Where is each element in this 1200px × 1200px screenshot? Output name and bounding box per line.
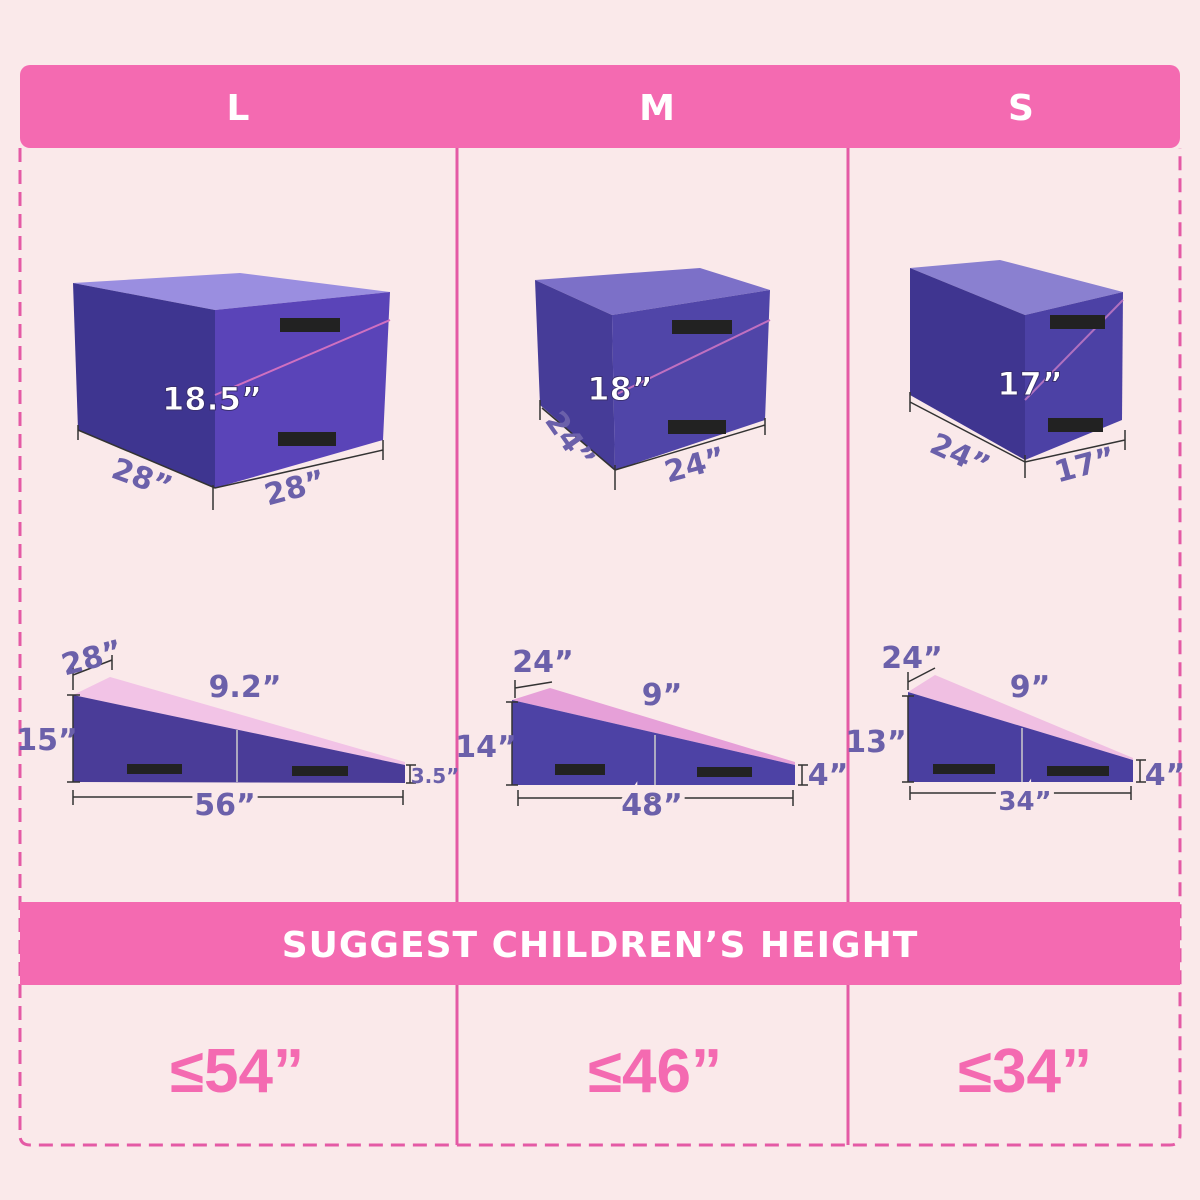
- wedge-width-m: 24”: [512, 645, 573, 680]
- wedge-low-m: 4”: [808, 758, 849, 793]
- cube-height-m: 18”: [587, 370, 653, 408]
- wedge-mat-s: [902, 667, 1146, 800]
- wedge-mat-l: [67, 655, 416, 805]
- wedge-mat-m: [506, 680, 808, 806]
- wedge-width-s: 24”: [881, 641, 942, 676]
- cube-height-s: 17”: [997, 365, 1063, 403]
- banner-title: SUGGEST CHILDREN’S HEIGHT: [282, 925, 919, 966]
- wedge-top-l: 9.2”: [209, 670, 282, 705]
- cube-height-l: 18.5”: [162, 380, 262, 418]
- frame-border: [18, 148, 1182, 1147]
- wedge-length-l: 56”: [194, 788, 255, 823]
- wedge-low-l: 3.5”: [411, 764, 460, 788]
- cube-mat-s: [909, 260, 1126, 478]
- wedge-top-m: 9”: [642, 678, 683, 713]
- child-height-s: ≤34”: [958, 1037, 1092, 1106]
- wedge-high-s: 13”: [845, 725, 906, 760]
- cube-width-s: 17”: [1051, 441, 1119, 491]
- size-label-m: M: [639, 88, 675, 129]
- wedge-low-s: 4”: [1145, 758, 1186, 793]
- size-label-s: S: [1008, 88, 1034, 129]
- wedge-high-m: 14”: [455, 730, 516, 765]
- cube-mat-m: [535, 268, 771, 490]
- cube-mat-l: [73, 273, 391, 510]
- child-height-l: ≤54”: [170, 1037, 304, 1106]
- wedge-high-l: 15”: [16, 723, 77, 758]
- child-height-m: ≤46”: [588, 1037, 722, 1106]
- wedge-length-m: 48”: [621, 788, 682, 823]
- wedge-top-s: 9”: [1010, 670, 1051, 705]
- wedge-length-s: 34”: [998, 787, 1051, 817]
- size-label-l: L: [227, 88, 250, 129]
- wedge-width-l: 28”: [58, 634, 126, 684]
- height-banner: [20, 902, 1180, 985]
- size-header-bar: [20, 65, 1180, 148]
